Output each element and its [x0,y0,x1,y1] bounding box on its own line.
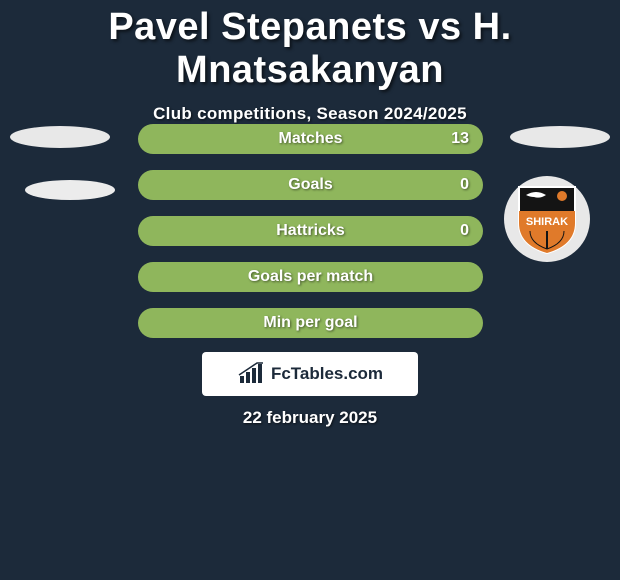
club-right-badge: SHIRAK [504,176,590,262]
stat-label: Hattricks [276,222,344,240]
stat-row-matches: Matches 13 [138,124,483,154]
stat-value-right: 0 [460,222,469,240]
stat-row-min-per-goal: Min per goal [138,308,483,338]
stats-table: Matches 13 Goals 0 Hattricks 0 Goals per… [138,124,483,354]
stat-row-goals-per-match: Goals per match [138,262,483,292]
stat-value-right: 0 [460,176,469,194]
badge-text: SHIRAK [526,216,568,228]
stat-label: Min per goal [263,314,357,332]
club-left-badge-placeholder [25,180,115,200]
shirak-shield-icon: SHIRAK [516,183,578,255]
stat-label: Goals per match [248,268,373,286]
player-right-avatar-placeholder [510,126,610,148]
comparison-title: Pavel Stepanets vs H. Mnatsakanyan [0,0,620,92]
stat-row-hattricks: Hattricks 0 [138,216,483,246]
watermark-text: FcTables.com [271,364,383,384]
snapshot-date: 22 february 2025 [0,408,620,428]
bar-chart-icon [237,362,265,386]
player-left-avatar-placeholder [10,126,110,148]
stat-label: Goals [288,176,332,194]
watermark: FcTables.com [202,352,418,396]
stat-value-right: 13 [451,130,469,148]
stat-row-goals: Goals 0 [138,170,483,200]
stat-label: Matches [278,130,342,148]
